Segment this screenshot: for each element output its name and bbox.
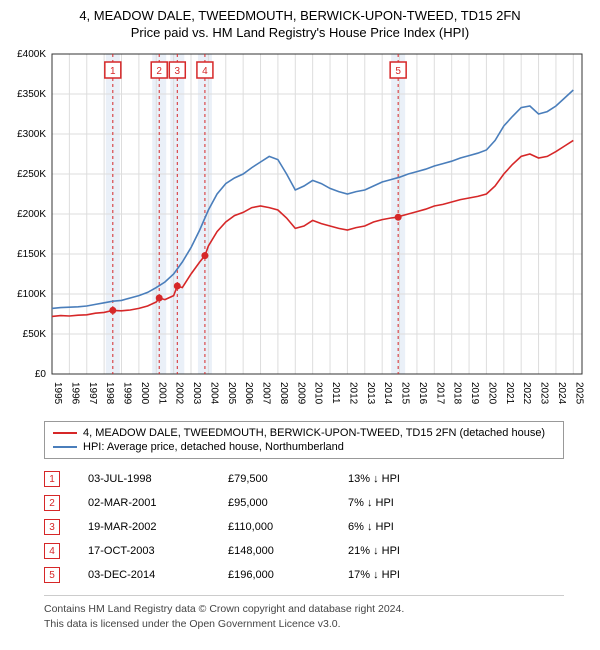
sale-marker: 5 bbox=[44, 567, 60, 583]
svg-text:£250K: £250K bbox=[17, 169, 46, 180]
sale-marker: 3 bbox=[44, 519, 60, 535]
svg-text:2015: 2015 bbox=[400, 382, 411, 405]
legend-item-property: 4, MEADOW DALE, TWEEDMOUTH, BERWICK-UPON… bbox=[53, 426, 555, 440]
svg-text:2013: 2013 bbox=[365, 382, 376, 405]
svg-text:2020: 2020 bbox=[486, 382, 497, 405]
svg-text:£100K: £100K bbox=[17, 289, 46, 300]
sales-table: 1 03-JUL-1998£79,50013% ↓ HPI 2 02-MAR-2001… bbox=[44, 467, 564, 587]
svg-text:2025: 2025 bbox=[573, 382, 584, 405]
sale-price: £95,000 bbox=[228, 497, 348, 509]
svg-text:2014: 2014 bbox=[382, 382, 393, 405]
sale-marker: 4 bbox=[44, 543, 60, 559]
svg-text:3: 3 bbox=[175, 66, 181, 77]
svg-text:2: 2 bbox=[156, 66, 162, 77]
legend-label-property: 4, MEADOW DALE, TWEEDMOUTH, BERWICK-UPON… bbox=[83, 427, 545, 439]
svg-text:2001: 2001 bbox=[156, 382, 167, 405]
sale-marker: 2 bbox=[44, 495, 60, 511]
sale-date: 03-DEC-2014 bbox=[88, 569, 228, 581]
svg-text:2004: 2004 bbox=[208, 382, 219, 405]
sales-row: 5 03-DEC-2014£196,00017% ↓ HPI bbox=[44, 563, 564, 587]
svg-text:£200K: £200K bbox=[17, 209, 46, 220]
svg-text:2008: 2008 bbox=[278, 382, 289, 405]
svg-text:£300K: £300K bbox=[17, 129, 46, 140]
svg-text:1997: 1997 bbox=[87, 382, 98, 405]
svg-text:2002: 2002 bbox=[174, 382, 185, 405]
svg-text:£150K: £150K bbox=[17, 249, 46, 260]
svg-text:£0: £0 bbox=[35, 369, 47, 380]
footer-line-1: Contains HM Land Registry data © Crown c… bbox=[44, 602, 564, 617]
sale-date: 17-OCT-2003 bbox=[88, 545, 228, 557]
svg-text:2016: 2016 bbox=[417, 382, 428, 405]
svg-text:£350K: £350K bbox=[17, 89, 46, 100]
svg-text:2006: 2006 bbox=[243, 382, 254, 405]
svg-text:4: 4 bbox=[202, 66, 208, 77]
sale-date: 19-MAR-2002 bbox=[88, 521, 228, 533]
sale-diff: 17% ↓ HPI bbox=[348, 569, 468, 581]
svg-text:2017: 2017 bbox=[434, 382, 445, 405]
sale-date: 02-MAR-2001 bbox=[88, 497, 228, 509]
svg-text:1999: 1999 bbox=[122, 382, 133, 405]
svg-text:2000: 2000 bbox=[139, 382, 150, 405]
svg-text:2019: 2019 bbox=[469, 382, 480, 405]
sale-date: 03-JUL-1998 bbox=[88, 473, 228, 485]
svg-text:2010: 2010 bbox=[313, 382, 324, 405]
sale-price: £148,000 bbox=[228, 545, 348, 557]
svg-text:2007: 2007 bbox=[261, 382, 272, 405]
footer-line-2: This data is licensed under the Open Gov… bbox=[44, 617, 564, 632]
chart-container: 4, MEADOW DALE, TWEEDMOUTH, BERWICK-UPON… bbox=[0, 0, 600, 639]
sale-marker: 1 bbox=[44, 471, 60, 487]
svg-text:2011: 2011 bbox=[330, 382, 341, 404]
sale-diff: 13% ↓ HPI bbox=[348, 473, 468, 485]
svg-text:1996: 1996 bbox=[69, 382, 80, 405]
svg-text:2024: 2024 bbox=[556, 382, 567, 405]
legend-swatch-hpi bbox=[53, 446, 77, 448]
sale-price: £79,500 bbox=[228, 473, 348, 485]
svg-text:2005: 2005 bbox=[226, 382, 237, 405]
sales-row: 4 17-OCT-2003£148,00021% ↓ HPI bbox=[44, 539, 564, 563]
price-chart: £0 £50K £100K £150K £200K £250K £300K £350K £400… bbox=[10, 46, 590, 406]
svg-text:£400K: £400K bbox=[17, 49, 46, 60]
svg-text:5: 5 bbox=[395, 66, 401, 77]
legend-label-hpi: HPI: Average price, detached house, Nort… bbox=[83, 441, 344, 453]
sale-diff: 7% ↓ HPI bbox=[348, 497, 468, 509]
sale-price: £110,000 bbox=[228, 521, 348, 533]
svg-text:£50K: £50K bbox=[23, 329, 47, 340]
svg-text:1998: 1998 bbox=[104, 382, 115, 405]
title-line-1: 4, MEADOW DALE, TWEEDMOUTH, BERWICK-UPON… bbox=[10, 8, 590, 23]
legend-swatch-property bbox=[53, 432, 77, 434]
svg-text:1: 1 bbox=[110, 66, 116, 77]
svg-text:2012: 2012 bbox=[347, 382, 358, 405]
title-line-2: Price paid vs. HM Land Registry's House … bbox=[10, 25, 590, 40]
legend-item-hpi: HPI: Average price, detached house, Nort… bbox=[53, 440, 555, 454]
svg-text:2018: 2018 bbox=[452, 382, 463, 405]
sales-row: 3 19-MAR-2002£110,0006% ↓ HPI bbox=[44, 515, 564, 539]
legend: 4, MEADOW DALE, TWEEDMOUTH, BERWICK-UPON… bbox=[44, 421, 564, 459]
svg-text:2009: 2009 bbox=[295, 382, 306, 405]
sales-row: 2 02-MAR-2001£95,0007% ↓ HPI bbox=[44, 491, 564, 515]
svg-text:2003: 2003 bbox=[191, 382, 202, 405]
footer: Contains HM Land Registry data © Crown c… bbox=[44, 595, 564, 631]
sale-diff: 21% ↓ HPI bbox=[348, 545, 468, 557]
sales-row: 1 03-JUL-1998£79,50013% ↓ HPI bbox=[44, 467, 564, 491]
svg-text:2023: 2023 bbox=[539, 382, 550, 405]
sale-diff: 6% ↓ HPI bbox=[348, 521, 468, 533]
title-block: 4, MEADOW DALE, TWEEDMOUTH, BERWICK-UPON… bbox=[10, 8, 590, 40]
svg-text:2021: 2021 bbox=[504, 382, 515, 405]
svg-text:1995: 1995 bbox=[52, 382, 63, 405]
sale-price: £196,000 bbox=[228, 569, 348, 581]
svg-text:2022: 2022 bbox=[521, 382, 532, 405]
